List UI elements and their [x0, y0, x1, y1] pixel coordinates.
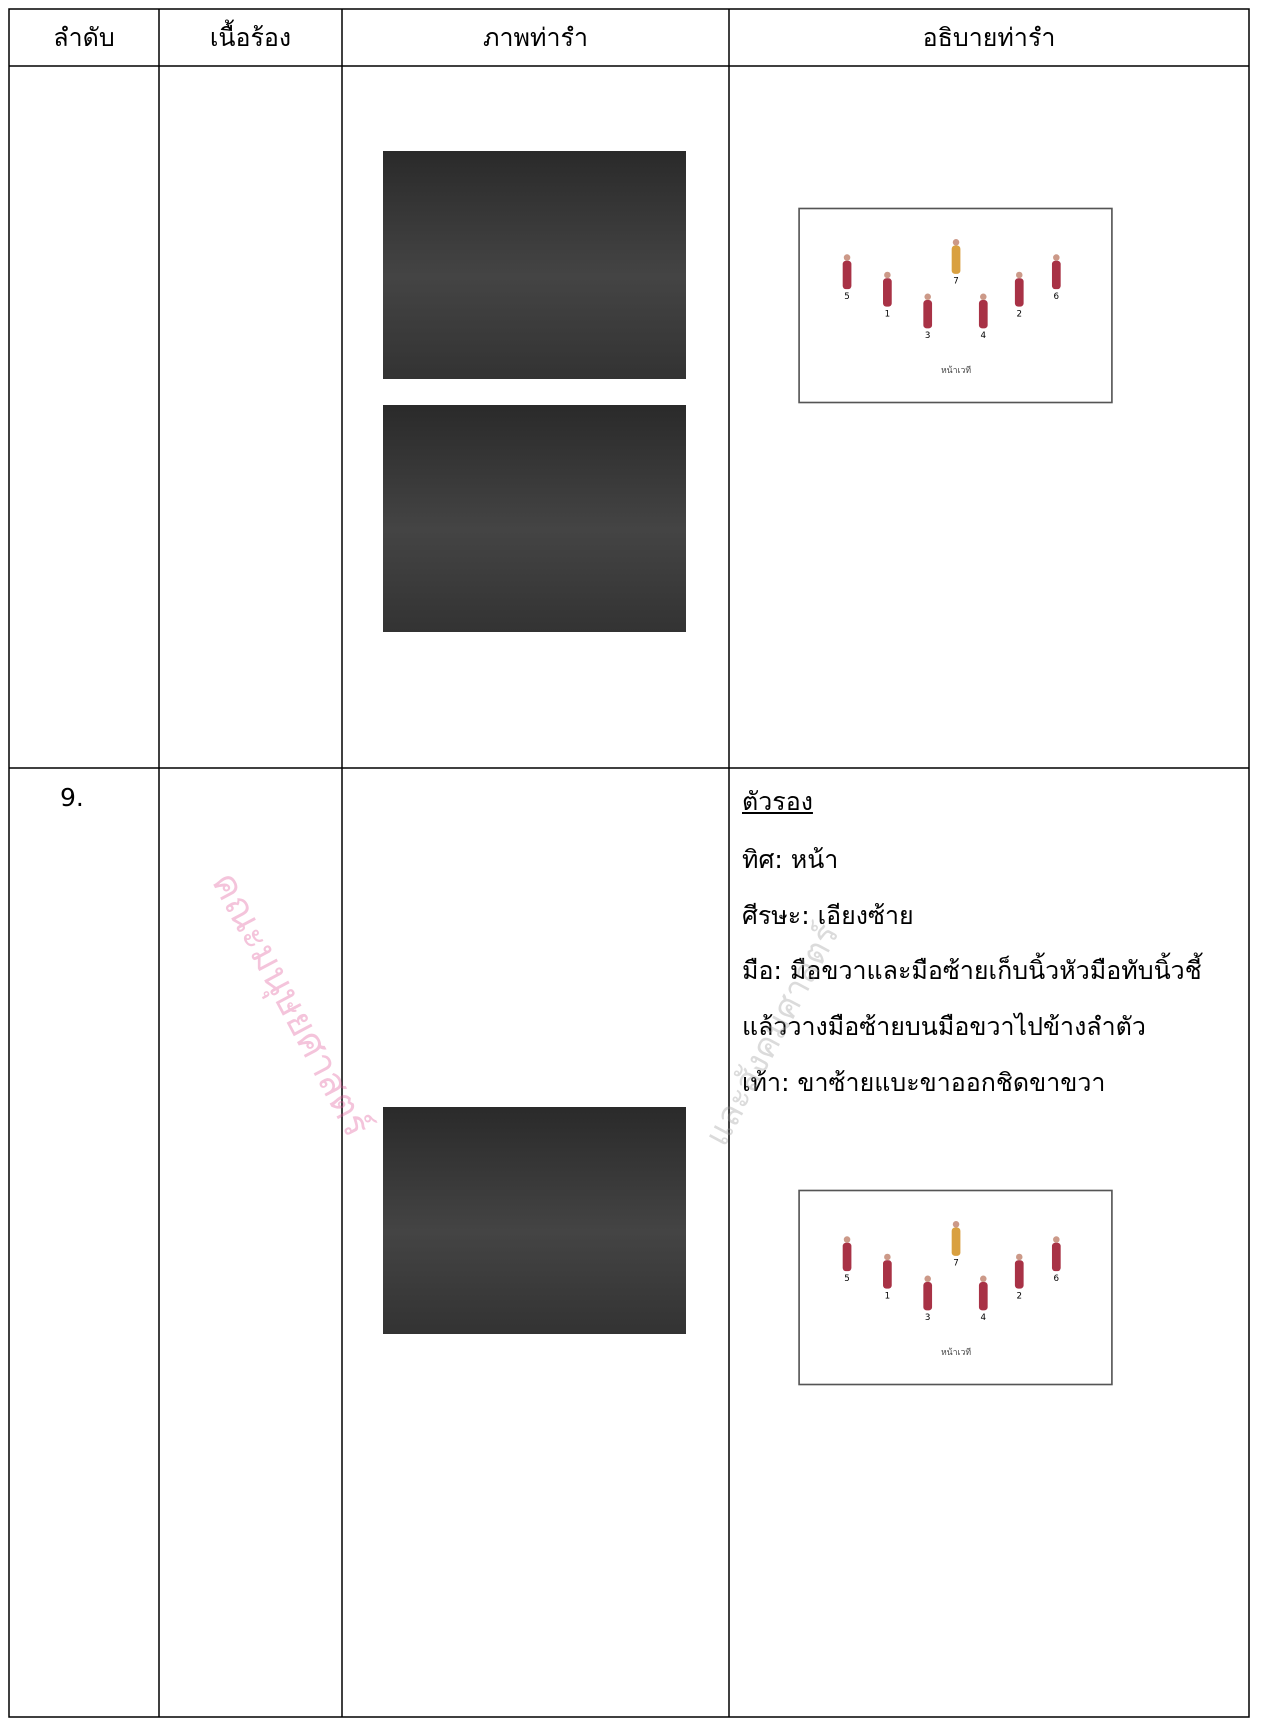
position-number: 3	[925, 1313, 931, 1323]
dancer-body	[923, 300, 933, 329]
description-line: ทิศ: หน้า	[742, 845, 839, 874]
dancer-head	[843, 1236, 851, 1243]
formation-diagram: 5 1 3 7 4 2 6 หน้าเวที	[798, 1189, 1113, 1390]
dancer-head	[980, 293, 987, 301]
header-cell: อธิบายท่ารำ	[922, 23, 1056, 52]
dancer-body	[1014, 1260, 1024, 1289]
dancer-body	[951, 245, 961, 274]
position-number: 2	[1016, 1291, 1022, 1301]
description-line: เท้า: ขาซ้ายแบะขาออกชิดขาขวา	[742, 1068, 1106, 1097]
dancer-head	[1015, 271, 1023, 279]
dancer-head	[1053, 254, 1060, 261]
dancer-head	[884, 271, 891, 279]
stage-label: หน้าเวที	[941, 1347, 971, 1358]
dancer-body	[978, 1282, 988, 1311]
position-number: 1	[885, 1291, 891, 1301]
dancer-body	[842, 260, 852, 290]
dancer-head	[843, 254, 851, 261]
dancer-body	[842, 1242, 852, 1272]
position-number: 6	[1054, 1274, 1060, 1284]
dancer-head	[884, 1253, 891, 1261]
position-number: 7	[953, 1259, 959, 1269]
dance-photo	[383, 405, 686, 632]
dancer-body	[1051, 260, 1061, 290]
description-heading: ตัวรอง	[742, 787, 813, 816]
description-line: แล้ววางมือซ้ายบนมือขวาไปข้างลำตัว	[742, 1012, 1146, 1041]
position-number: 6	[1054, 292, 1060, 302]
position-number: 2	[1016, 309, 1022, 319]
dancer-body	[951, 1227, 961, 1256]
dancer-head	[980, 1275, 987, 1283]
row-number: 9.	[60, 783, 84, 812]
dancer-head	[952, 239, 960, 246]
header-cell: เนื้อร้อง	[209, 23, 292, 52]
header-cell: ภาพท่ารำ	[483, 23, 588, 52]
position-number: 4	[981, 1313, 987, 1323]
diagram-svg: 5 1 3 7 4 2 6 หน้าเวที	[798, 1189, 1113, 1386]
dancer-body	[1014, 278, 1024, 307]
position-number: 5	[844, 292, 850, 302]
dancer-head	[924, 1275, 931, 1283]
dancer-head	[1015, 1253, 1023, 1261]
dancer-head	[924, 293, 931, 301]
position-number: 4	[981, 331, 987, 341]
dancer-body	[883, 1260, 892, 1289]
dancer-head	[952, 1221, 960, 1228]
dancer-body	[923, 1282, 933, 1311]
dancer-head	[1053, 1236, 1060, 1243]
diagram-svg: 5 1 3 7 4 2 6 หน้าเวที	[798, 207, 1113, 404]
dance-photo	[383, 1107, 686, 1334]
position-number: 1	[885, 309, 891, 319]
position-number: 7	[953, 277, 959, 287]
description-line: มือ: มือขวาและมือซ้ายเก็บนิ้วหัวมือทับนิ…	[742, 956, 1202, 985]
position-number: 3	[925, 331, 931, 341]
dancer-body	[883, 278, 892, 307]
header-cell: ลำดับ	[53, 23, 115, 52]
dance-photo	[383, 151, 686, 379]
formation-diagram: 5 1 3 7 4 2 6 หน้าเวที	[798, 207, 1113, 408]
dancer-body	[978, 300, 988, 329]
dancer-body	[1051, 1242, 1061, 1272]
stage-label: หน้าเวที	[941, 365, 971, 376]
description-line: ศีรษะ: เอียงซ้าย	[742, 901, 914, 930]
position-number: 5	[844, 1274, 850, 1284]
